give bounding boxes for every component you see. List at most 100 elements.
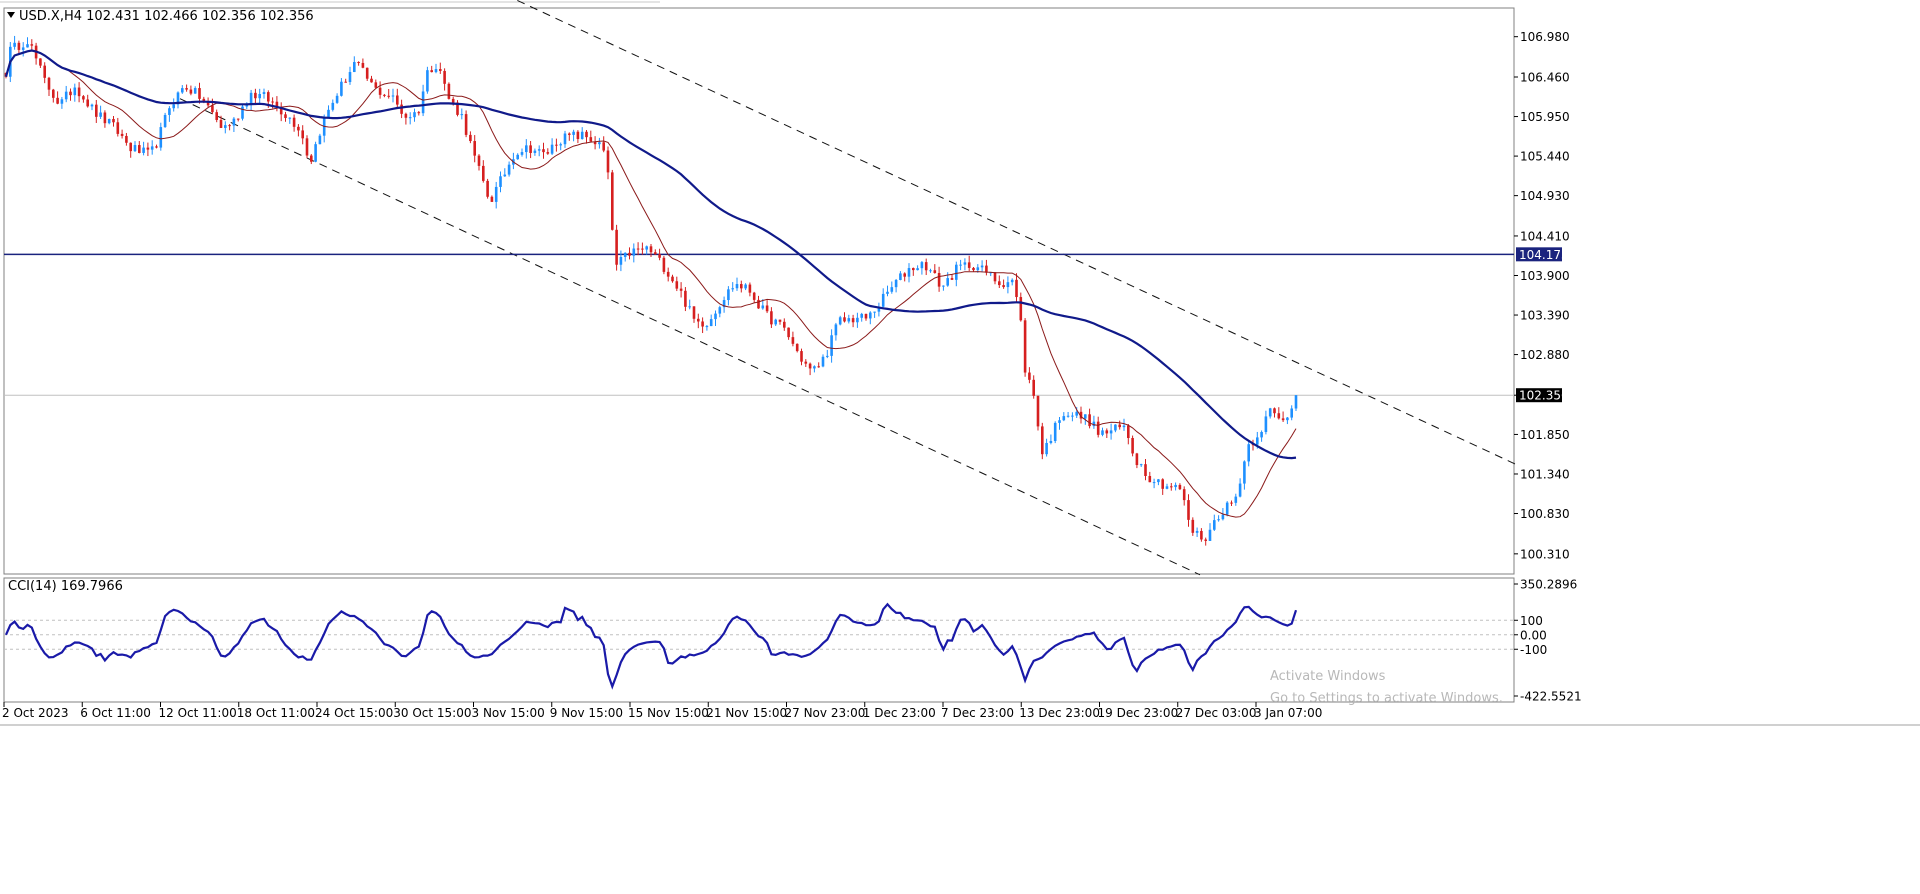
candle-body <box>752 292 756 300</box>
cci-header: CCI(14) 169.7966 <box>8 579 123 594</box>
candle-body <box>396 95 399 105</box>
candle-body <box>310 155 313 162</box>
chart-menu-triangle-icon[interactable] <box>7 12 15 18</box>
candle-body <box>666 271 670 277</box>
candle-body <box>52 89 55 98</box>
candle-body <box>1161 479 1164 489</box>
candle-body <box>116 122 120 134</box>
candle-body <box>159 127 163 148</box>
candle-body <box>383 94 386 96</box>
candle-body <box>628 252 631 256</box>
candle-body <box>568 133 571 135</box>
candle-body <box>1096 421 1100 435</box>
candle-body <box>520 152 524 155</box>
candle-body <box>593 141 597 145</box>
candle-body <box>718 307 722 314</box>
candle-body <box>387 95 390 97</box>
candle-body <box>1053 422 1057 441</box>
candle-body <box>890 287 894 292</box>
trend-channel <box>179 0 1516 576</box>
candle-body <box>331 102 335 110</box>
y-tick-label: 105.440 <box>1520 150 1570 164</box>
candle-body <box>408 117 412 119</box>
candle-body <box>976 267 980 271</box>
candle-body <box>279 106 283 115</box>
candle-body <box>1118 424 1121 428</box>
candle-body <box>654 252 657 255</box>
candle-body <box>288 117 292 119</box>
candle-body <box>172 104 175 109</box>
candle-body <box>899 273 902 280</box>
candle-body <box>60 99 64 104</box>
candle-body <box>1221 514 1225 520</box>
candle-body <box>1015 279 1018 298</box>
candle-body <box>649 246 653 253</box>
candle-body <box>688 306 691 308</box>
x-tick-label: 24 Oct 15:00 <box>315 706 393 720</box>
y-tick-label: 105.950 <box>1520 110 1570 124</box>
x-tick-label: 2 Oct 2023 <box>2 706 69 720</box>
candle-body <box>740 284 743 289</box>
candle-body <box>1268 408 1272 417</box>
candle-body <box>1178 484 1182 490</box>
candle-body <box>658 254 661 258</box>
candle-body <box>1170 486 1173 488</box>
candle-body <box>636 248 640 250</box>
candle-body <box>378 87 382 95</box>
candle-body <box>1157 479 1160 483</box>
x-tick-label: 27 Dec 03:00 <box>1176 706 1257 720</box>
cci-series <box>4 602 1514 690</box>
candle-body <box>181 88 184 93</box>
candle-body <box>142 147 145 153</box>
candle-body <box>731 288 734 290</box>
y-tick-label: 106.460 <box>1520 71 1570 85</box>
candle-body <box>722 300 726 308</box>
candle-body <box>1191 519 1195 533</box>
x-tick-label: 9 Nov 15:00 <box>550 706 623 720</box>
candle-body <box>757 299 760 309</box>
candle-body <box>193 88 197 94</box>
candle-body <box>327 109 330 118</box>
candle-body <box>215 112 218 120</box>
candle-body <box>318 135 322 145</box>
candle-body <box>211 105 214 113</box>
candle-body <box>1182 489 1186 501</box>
candle-body <box>684 290 687 307</box>
candle-body <box>1225 502 1229 515</box>
candle-body <box>920 262 924 269</box>
candle-body <box>1187 500 1190 520</box>
cci-panel-frame <box>3 577 1515 703</box>
candle-body <box>774 319 777 325</box>
candle-body <box>421 91 425 114</box>
candle-body <box>39 58 42 66</box>
watermark-line2: Go to Settings to activate Windows. <box>1270 691 1503 706</box>
cci-y-tick-label: 350.2896 <box>1520 578 1577 592</box>
candle-body <box>1144 464 1147 476</box>
candle-body <box>1045 442 1048 455</box>
candle-body <box>929 270 932 272</box>
candle-body <box>473 141 476 156</box>
candle-body <box>1234 496 1238 503</box>
candle-body <box>417 112 421 114</box>
candle-body <box>482 165 485 181</box>
candle-body <box>709 319 713 327</box>
candle-body <box>1256 437 1259 445</box>
candle-body <box>602 142 605 151</box>
candle-body <box>808 363 812 369</box>
candle-body <box>585 131 588 138</box>
candle-body <box>176 92 180 105</box>
candle-body <box>1286 417 1289 421</box>
candle-body <box>206 101 210 106</box>
candle-body <box>1122 425 1126 428</box>
candle-body <box>1109 430 1113 434</box>
candle-body <box>701 321 704 327</box>
candle-body <box>843 317 846 322</box>
axes: 106.980 106.460 105.950 105.440 104.930 104.4… <box>2 30 1582 720</box>
candle-body <box>163 114 167 128</box>
price-levels <box>4 253 1514 396</box>
candle-body <box>1002 285 1005 288</box>
candle-body <box>1290 408 1293 418</box>
candle-body <box>426 70 429 92</box>
